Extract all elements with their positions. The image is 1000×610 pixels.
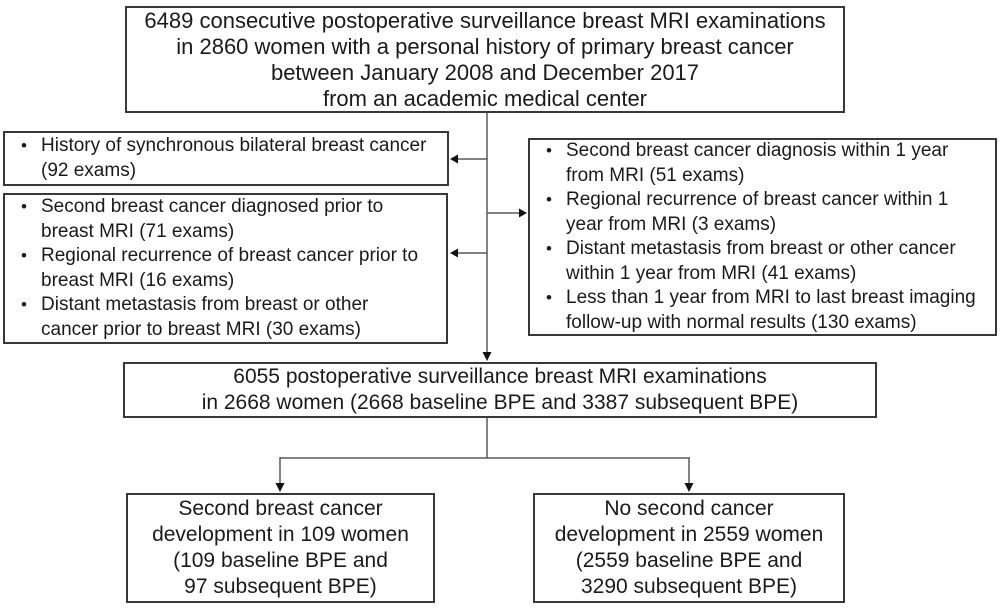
- outcome-line: No second cancer: [604, 497, 774, 520]
- cohort-line: from an academic medical center: [322, 85, 648, 111]
- outcome-box-no-second-cancer: No second cancer development in 2559 wom…: [533, 493, 845, 603]
- list-item: • Second breast cancer diagnosed prior t…: [5, 195, 442, 244]
- outcome-line: development in 2559 women: [554, 523, 824, 546]
- arrow-down-icon: [275, 483, 285, 492]
- included-cohort-box: 6055 postoperative surveillance breast M…: [123, 362, 877, 418]
- list-item: • Regional recurrence of breast cancer w…: [530, 188, 991, 237]
- outcome-box-second-cancer: Second breast cancer development in 109 …: [126, 493, 435, 603]
- bullet-icon: •: [21, 246, 27, 265]
- arrow-left-icon: [450, 154, 458, 164]
- bullet-icon: •: [21, 136, 27, 155]
- exclusion-text: Distant metastasis from breast or other …: [566, 238, 956, 259]
- exclusion-box-prior: • Second breast cancer diagnosed prior t…: [3, 193, 448, 344]
- exclusion-text: Distant metastasis from breast or other: [41, 294, 369, 315]
- bullet-icon: •: [21, 295, 27, 314]
- exclusion-text: Less than 1 year from MRI to last breast…: [566, 287, 976, 308]
- arrow-down-icon: [482, 352, 492, 361]
- bullet-icon: •: [546, 141, 552, 160]
- exclusion-text: cancer prior to breast MRI (30 exams): [41, 318, 361, 340]
- arrow-right-icon: [519, 208, 527, 218]
- exclusion-text: Second breast cancer diagnosis within 1 …: [566, 140, 949, 161]
- bullet-icon: •: [546, 190, 552, 209]
- exclusion-text: (92 exams): [41, 159, 137, 181]
- outcome-line: (2559 baseline BPE and: [575, 549, 803, 572]
- exclusion-text: Regional recurrence of breast cancer pri…: [41, 245, 419, 266]
- cohort-box: 6489 consecutive postoperative surveilla…: [125, 6, 845, 113]
- list-item: • Second breast cancer diagnosis within …: [530, 139, 991, 188]
- outcome-line: development in 109 women: [152, 523, 409, 546]
- list-item: • History of synchronous bilateral breas…: [5, 134, 443, 183]
- outcome-line: (109 baseline BPE and: [173, 549, 388, 572]
- outcome-line: Second breast cancer: [178, 497, 383, 520]
- list-item: • Distant metastasis from breast or othe…: [5, 293, 442, 342]
- exclusion-text: breast MRI (16 exams): [41, 269, 235, 291]
- exclusion-text: from MRI (51 exams): [566, 164, 745, 186]
- cohort-line: in 2860 women with a personal history of…: [176, 33, 794, 59]
- arrow-left-icon: [450, 248, 458, 258]
- exclusion-text: follow-up with normal results (130 exams…: [566, 311, 917, 333]
- exclusion-text: Regional recurrence of breast cancer wit…: [566, 189, 949, 210]
- exclusion-text: year from MRI (3 exams): [566, 213, 777, 235]
- exclusion-box-history: • History of synchronous bilateral breas…: [3, 131, 449, 186]
- list-item: • Distant metastasis from breast or othe…: [530, 237, 991, 286]
- bullet-icon: •: [546, 288, 552, 307]
- included-line: in 2668 women (2668 baseline BPE and 338…: [201, 391, 799, 414]
- list-item: • Less than 1 year from MRI to last brea…: [530, 286, 991, 335]
- bullet-icon: •: [546, 239, 552, 258]
- exclusion-text: History of synchronous bilateral breast …: [41, 135, 427, 156]
- outcome-line: 3290 subsequent BPE): [581, 575, 797, 598]
- exclusion-text: breast MRI (71 exams): [41, 220, 235, 242]
- arrow-down-icon: [684, 483, 694, 492]
- bullet-icon: •: [21, 197, 27, 216]
- cohort-line: between January 2008 and December 2017: [270, 59, 700, 85]
- outcome-line: 97 subsequent BPE): [184, 575, 377, 598]
- cohort-line: 6489 consecutive postoperative surveilla…: [144, 7, 826, 33]
- exclusion-text: Second breast cancer diagnosed prior to: [41, 196, 384, 217]
- included-line: 6055 postoperative surveillance breast M…: [233, 365, 767, 388]
- exclusion-text: within 1 year from MRI (41 exams): [566, 262, 857, 284]
- list-item: • Regional recurrence of breast cancer p…: [5, 244, 442, 293]
- exclusion-box-within-year: • Second breast cancer diagnosis within …: [528, 138, 997, 336]
